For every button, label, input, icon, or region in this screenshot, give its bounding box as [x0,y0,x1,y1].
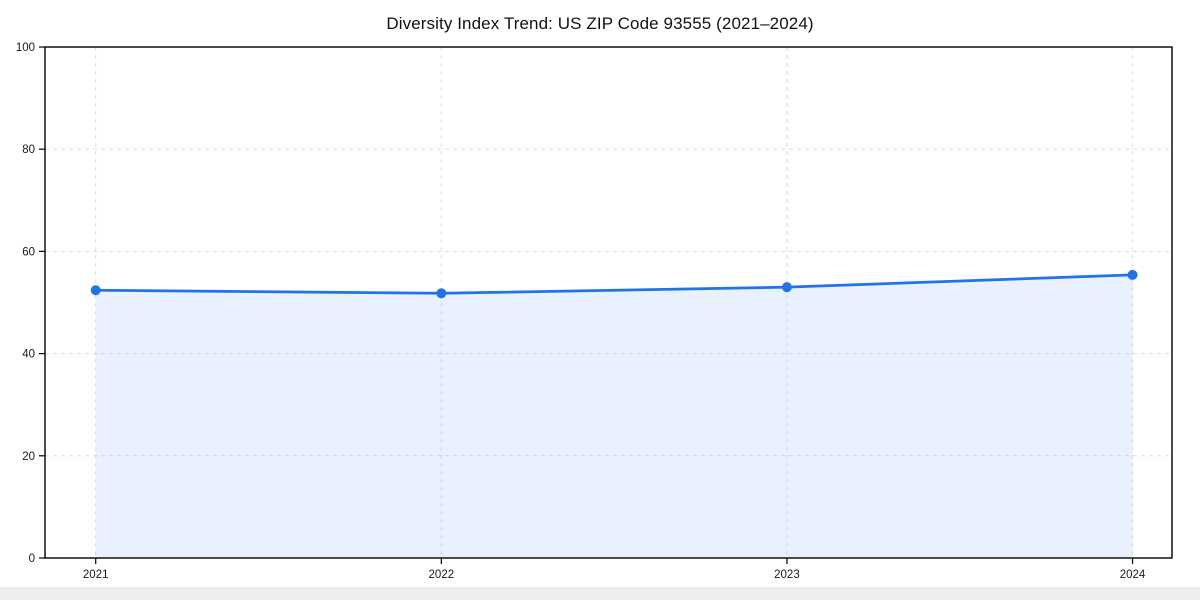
series-line [94,273,1134,295]
area-fill [95,274,1133,558]
bottom-bar [0,587,1200,600]
data-point [1127,269,1138,280]
y-tick-label: 80 [22,144,35,156]
y-tick-label: 100 [16,42,35,54]
data-point [90,285,101,296]
y-tick-label: 0 [29,553,35,565]
y-tick-label: 20 [22,451,35,463]
y-tick-label: 40 [22,349,35,361]
chart-title: Diversity Index Trend: US ZIP Code 93555… [386,14,814,33]
x-tick-label: 2022 [429,569,455,581]
x-tick-label: 2024 [1120,569,1146,581]
y-tick-label: 60 [22,246,35,258]
x-tick-label: 2023 [774,569,800,581]
data-point [781,282,792,293]
plot-border [44,46,1173,559]
data-point [436,288,447,299]
x-tick-label: 2021 [83,569,109,581]
